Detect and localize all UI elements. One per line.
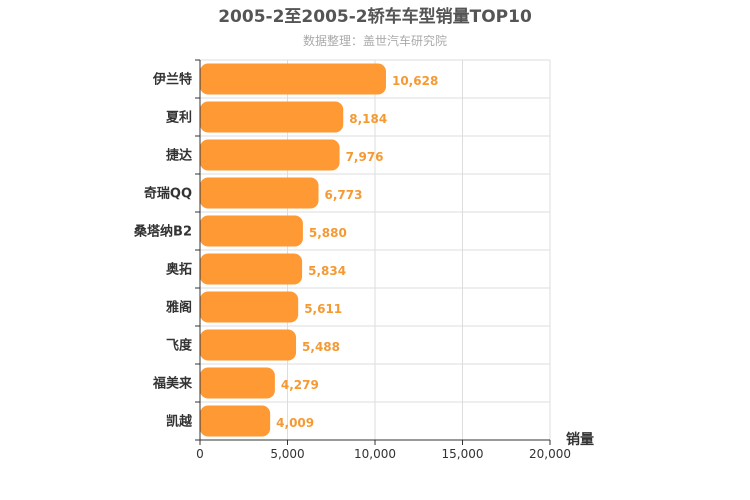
x-tick-label: 5,000 [270, 447, 304, 461]
category-label: 雅阁 [166, 300, 192, 316]
category-label: 奇瑞QQ [144, 186, 192, 202]
data-label: 4,279 [281, 378, 319, 392]
data-label: 4,009 [276, 416, 314, 430]
data-label: 7,976 [346, 150, 384, 164]
data-label: 10,628 [392, 74, 438, 88]
data-label: 5,488 [302, 340, 340, 354]
category-label: 桑塔纳B2 [133, 224, 192, 240]
x-axis-title: 销量 [566, 431, 594, 448]
bar [200, 405, 271, 437]
data-label: 5,834 [308, 264, 346, 278]
category-label: 飞度 [166, 338, 193, 354]
bar [200, 329, 297, 361]
bar [200, 101, 344, 133]
bar [200, 63, 386, 95]
data-label: 5,611 [304, 302, 342, 316]
category-label: 凯越 [166, 414, 193, 430]
bars-group: 10,628 8,184 7,976 6,773 5,880 5,834 5,611 5,48… [200, 63, 438, 437]
grid-lines [200, 59, 551, 440]
data-label: 6,773 [325, 188, 363, 202]
bar [200, 367, 275, 399]
x-tick-label: 10,000 [354, 447, 396, 461]
category-label: 夏利 [165, 110, 192, 126]
category-label: 福美来 [152, 376, 193, 392]
x-tick-label: 15,000 [442, 447, 484, 461]
bar [200, 177, 319, 209]
data-label: 5,880 [309, 226, 347, 240]
chart-title: 2005-2至2005-2轿车车型销量TOP10 [218, 6, 532, 27]
bar [200, 139, 340, 171]
data-label: 8,184 [349, 112, 387, 126]
bar [200, 291, 299, 323]
chart-subtitle: 数据整理：盖世汽车研究院 [303, 33, 447, 48]
category-label: 伊兰特 [152, 72, 192, 88]
x-tick-label: 20,000 [529, 447, 571, 461]
bar [200, 253, 303, 285]
x-tick-label: 0 [196, 447, 204, 461]
category-label: 奥拓 [166, 262, 192, 278]
bar [200, 215, 303, 247]
category-label: 捷达 [166, 148, 192, 164]
